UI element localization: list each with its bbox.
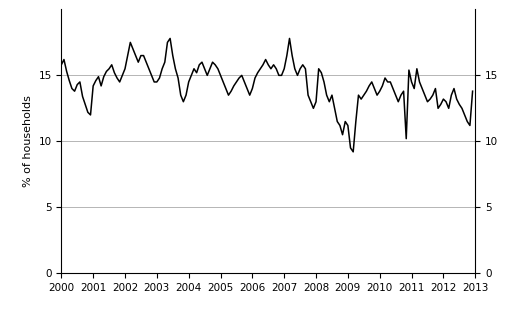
- Y-axis label: % of households: % of households: [23, 95, 33, 187]
